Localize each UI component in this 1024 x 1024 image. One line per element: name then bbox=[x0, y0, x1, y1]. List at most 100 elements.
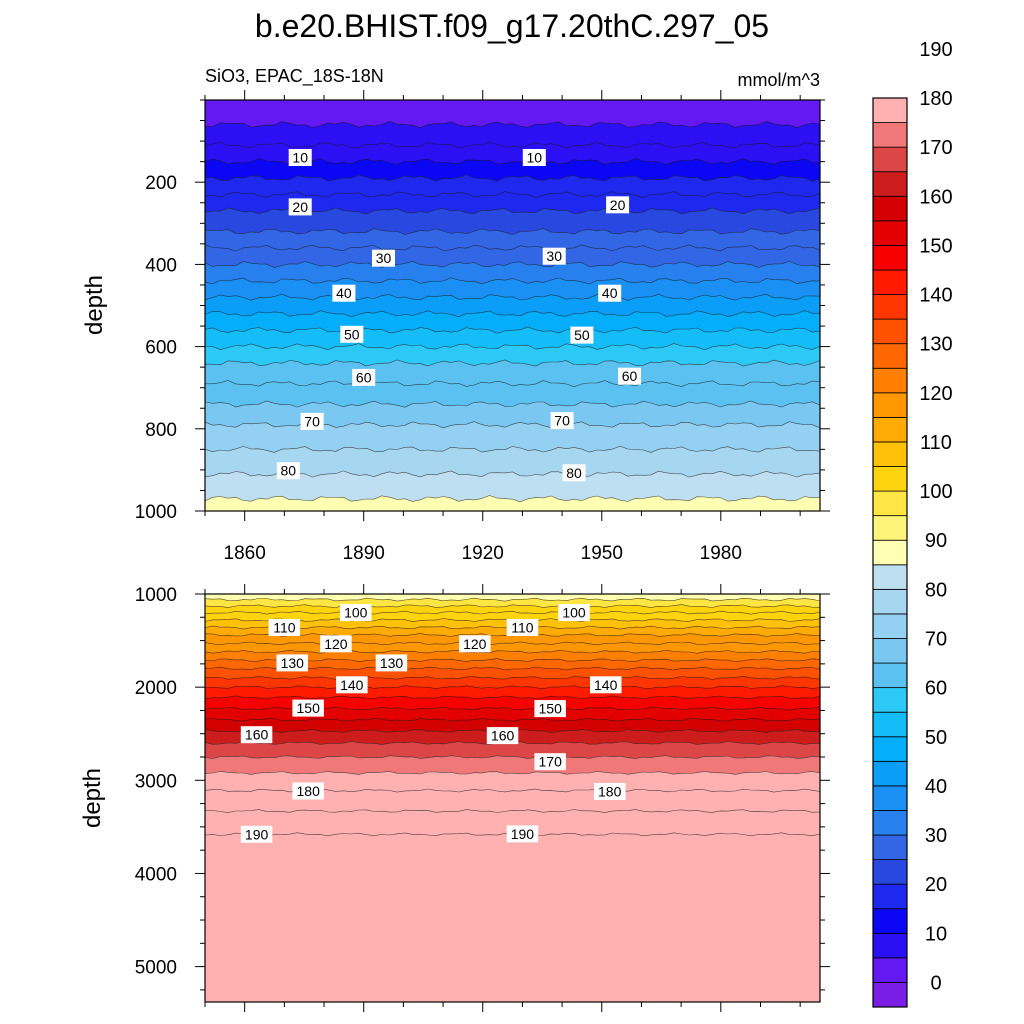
contour-line bbox=[205, 277, 820, 285]
contour-label: 10 bbox=[522, 149, 546, 166]
contour-label: 70 bbox=[550, 412, 574, 430]
lower-contour-labels: 100 100 110 110 120 120 130 130 140 140 150 150 160 1… bbox=[240, 604, 626, 843]
contour-label: 160 bbox=[240, 726, 273, 744]
contour-label: 130 bbox=[375, 654, 408, 672]
contour-label: 150 bbox=[534, 700, 566, 718]
contour-label: 100 bbox=[340, 604, 372, 622]
colorbar-swatch bbox=[872, 245, 908, 271]
contour-label: 10 bbox=[288, 149, 312, 166]
contour-label: 100 bbox=[558, 604, 590, 622]
contour-label-box bbox=[594, 783, 626, 800]
colorbar-swatch bbox=[872, 834, 908, 861]
y-tick-label: 3000 bbox=[135, 771, 177, 792]
y-tick-label: 600 bbox=[145, 338, 177, 359]
colorbar-swatch bbox=[872, 736, 908, 762]
contour-label: 120 bbox=[459, 635, 491, 653]
colorbar-swatch bbox=[872, 490, 908, 517]
colorbar-label: 180 bbox=[919, 88, 952, 110]
y-tick-label: 5000 bbox=[135, 958, 177, 979]
colorbar-swatch bbox=[872, 957, 908, 983]
y-tick-label: 400 bbox=[145, 255, 177, 276]
contour-label-box bbox=[558, 604, 590, 622]
colorbar-label: 70 bbox=[925, 629, 947, 651]
contour-label-box bbox=[590, 676, 622, 694]
colorbar-swatch bbox=[872, 638, 908, 664]
colorbar-swatch bbox=[872, 687, 908, 713]
contour-band bbox=[205, 359, 820, 388]
contour-label: 30 bbox=[372, 249, 395, 267]
y-tick-label: 2000 bbox=[135, 678, 177, 699]
x-tick-label: 1890 bbox=[343, 543, 385, 564]
lower-ylabel: depth bbox=[79, 768, 106, 828]
subtitle-units: mmol/m^3 bbox=[738, 70, 820, 90]
colorbar-label: 20 bbox=[925, 874, 947, 896]
contour-band bbox=[205, 755, 820, 775]
contour-line bbox=[205, 717, 820, 722]
colorbar-label: 130 bbox=[919, 334, 952, 356]
contour-label-text: 160 bbox=[245, 727, 269, 743]
y-tick-label: 1000 bbox=[135, 585, 177, 606]
colorbar-swatch bbox=[872, 416, 908, 443]
colorbar-swatch bbox=[872, 269, 908, 295]
contour-line bbox=[205, 174, 820, 182]
contour-line bbox=[205, 293, 820, 301]
colorbar-swatch bbox=[872, 564, 908, 590]
contour-label-box bbox=[372, 249, 395, 267]
contour-label: 80 bbox=[562, 464, 586, 482]
contour-line bbox=[205, 470, 820, 478]
x-tick-label: 1860 bbox=[224, 543, 266, 564]
lower-frame bbox=[204, 593, 821, 1003]
contour-line bbox=[205, 260, 820, 268]
colorbar-swatch bbox=[872, 785, 908, 811]
colorbar-swatch bbox=[872, 146, 908, 173]
contour-label: 190 bbox=[240, 825, 273, 843]
upper-panel: 10 10 20 20 30 30 40 40 50 50 60 60 70 70 80 80 1860 189… bbox=[81, 90, 830, 564]
colorbar-swatch bbox=[872, 392, 908, 418]
contour-label-box bbox=[522, 149, 546, 166]
contour-label-text: 120 bbox=[324, 636, 348, 652]
colorbar-label: 120 bbox=[919, 383, 952, 405]
contour-line bbox=[205, 604, 820, 608]
contour-label-box bbox=[276, 654, 308, 672]
contour-label-text: 100 bbox=[344, 605, 368, 621]
contour-label-box bbox=[292, 699, 324, 717]
contour-line bbox=[205, 445, 820, 453]
contour-label-text: 150 bbox=[297, 700, 321, 716]
colorbar-label: 170 bbox=[919, 137, 952, 159]
contour-label-text: 70 bbox=[304, 413, 320, 429]
colorbar-label: 60 bbox=[925, 678, 947, 700]
contour-label-box bbox=[240, 825, 273, 843]
contour-line bbox=[205, 770, 820, 775]
contour-line bbox=[205, 495, 820, 503]
contour-label: 110 bbox=[506, 619, 539, 636]
colorbar-swatch bbox=[872, 908, 908, 934]
contour-label-box bbox=[459, 635, 491, 653]
contour-label-text: 130 bbox=[380, 655, 404, 671]
contour-label-text: 60 bbox=[356, 369, 372, 385]
contour-line bbox=[205, 641, 820, 646]
contour-label-text: 130 bbox=[281, 655, 305, 671]
contour-label-text: 120 bbox=[463, 636, 487, 652]
colorbar-label: 160 bbox=[919, 186, 952, 208]
lower-ticks: 1000 2000 3000 4000 5000 bbox=[135, 584, 830, 1012]
contour-label-text: 100 bbox=[562, 605, 586, 621]
contour-label: 60 bbox=[352, 368, 376, 386]
contour-band bbox=[205, 832, 820, 1002]
colorbar-swatch bbox=[872, 171, 908, 197]
contour-label: 190 bbox=[506, 825, 539, 843]
contour-label-box bbox=[562, 464, 586, 482]
contour-label: 160 bbox=[486, 727, 519, 745]
y-tick-label: 800 bbox=[145, 420, 177, 441]
contour-label: 170 bbox=[534, 753, 566, 771]
colorbar-label: 0 bbox=[930, 972, 941, 994]
contour-line bbox=[205, 191, 820, 198]
colorbar-swatch bbox=[872, 711, 908, 738]
colorbar-label: 30 bbox=[925, 825, 947, 847]
colorbar-swatch bbox=[872, 466, 908, 492]
contour-label-text: 40 bbox=[336, 285, 352, 301]
upper-ticks: 1860 1890 1920 1950 1980 200 400 600 800 1000 bbox=[135, 90, 830, 564]
x-tick-label: 1920 bbox=[462, 543, 504, 564]
contour-line bbox=[205, 244, 820, 252]
